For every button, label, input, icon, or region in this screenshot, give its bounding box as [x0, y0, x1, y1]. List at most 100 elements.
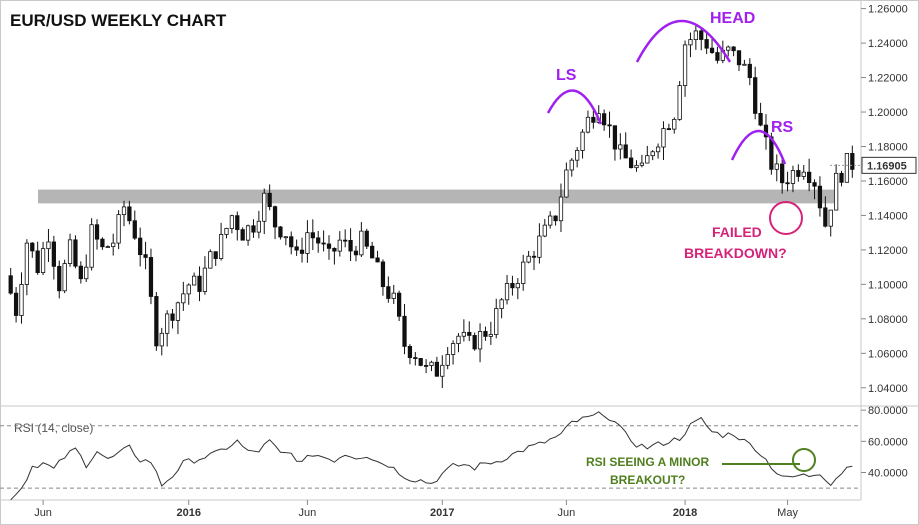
candle-body — [499, 299, 504, 309]
candle-body — [418, 358, 423, 366]
candles — [8, 25, 855, 388]
candle-body — [672, 118, 677, 130]
breakdown-label: BREAKDOWN? — [684, 245, 787, 261]
candle-body — [650, 151, 655, 157]
candle-body — [828, 209, 833, 227]
candle-body — [796, 170, 801, 177]
support-zone — [38, 189, 835, 204]
candle-body — [715, 52, 720, 61]
right-shoulder-arc — [730, 129, 787, 165]
candle-body — [688, 39, 693, 46]
candle-body — [575, 150, 580, 161]
candle-body — [191, 275, 197, 286]
candle-body — [138, 237, 143, 256]
price-tick-label: 1.26000 — [868, 4, 908, 16]
candle-body — [434, 361, 440, 377]
candle-body — [89, 224, 94, 268]
head-arc — [635, 19, 732, 63]
candle-body — [472, 335, 477, 350]
rsi-tick-label: 40.0000 — [868, 467, 908, 479]
candle-body — [618, 144, 623, 150]
candle-body — [763, 124, 769, 138]
candle-body — [758, 112, 763, 126]
candle-body — [542, 224, 547, 237]
candle-body — [537, 235, 542, 258]
candle-body — [213, 251, 218, 259]
candle-body — [850, 153, 855, 170]
candle-body — [73, 239, 78, 267]
candle-body — [121, 206, 127, 216]
candle-body — [585, 116, 591, 133]
candle-body — [343, 239, 348, 242]
candle-body — [316, 237, 321, 244]
candle-body — [628, 157, 634, 169]
candle-body — [154, 296, 159, 347]
candle-body — [477, 331, 483, 350]
candle-body — [111, 242, 116, 248]
candle-body — [67, 239, 73, 264]
candle-body — [127, 206, 132, 222]
candle-body — [218, 234, 224, 259]
candle-body — [413, 357, 418, 359]
candle-body — [494, 308, 499, 335]
candle-body — [181, 293, 186, 304]
time-tick-label: Jun — [557, 507, 575, 519]
candle-body — [24, 242, 30, 285]
left-shoulder-arc — [546, 89, 603, 125]
candle-body — [289, 236, 294, 248]
candle-body — [817, 185, 823, 209]
candle-body — [785, 182, 790, 185]
candle-body — [440, 364, 445, 377]
candle-body — [326, 243, 332, 249]
candle-body — [84, 266, 89, 280]
price-tick-label: 1.16000 — [868, 176, 908, 188]
candle-body — [833, 172, 839, 211]
candle-body — [699, 30, 704, 40]
candle-body — [299, 249, 305, 254]
candle-body — [116, 214, 121, 244]
candle-body — [186, 284, 191, 295]
price-tick-label: 1.20000 — [868, 107, 908, 119]
left-shoulder-label: LS — [556, 67, 577, 84]
candle-body — [780, 163, 785, 184]
price-tick-label: 1.04000 — [868, 383, 908, 395]
candle-body — [693, 30, 698, 41]
candle-body — [548, 215, 553, 226]
price-tick-label: 1.08000 — [868, 314, 908, 326]
rsi-line — [10, 411, 853, 501]
candle-body — [397, 292, 402, 317]
candle-body — [704, 39, 709, 49]
candle-body — [175, 302, 181, 321]
candle-body — [380, 261, 386, 288]
failed-label: FAILED — [712, 224, 762, 240]
time-tick-label: 2017 — [430, 507, 454, 519]
candle-body — [19, 284, 24, 316]
candle-body — [790, 170, 796, 184]
pattern-annotations: LS HEAD RS FAILED BREAKDOWN? — [546, 10, 803, 261]
candle-body — [807, 171, 812, 184]
price-tick-label: 1.24000 — [868, 38, 908, 50]
candle-body — [148, 257, 154, 297]
candle-body — [510, 283, 515, 289]
candle-body — [310, 232, 315, 239]
candle-body — [375, 257, 380, 263]
candle-body — [569, 159, 574, 171]
candle-body — [132, 220, 137, 239]
candle-body — [208, 251, 213, 269]
candle-body — [240, 229, 245, 241]
candle-body — [94, 224, 100, 240]
price-tick-label: 1.10000 — [868, 279, 908, 291]
candle-body — [78, 265, 83, 280]
candle-body — [30, 242, 35, 252]
head-label: HEAD — [710, 10, 755, 27]
candle-body — [726, 46, 731, 51]
candle-body — [456, 335, 461, 344]
candle-body — [812, 182, 817, 187]
candle-body — [202, 267, 208, 292]
candle-body — [364, 230, 369, 247]
candle-body — [105, 246, 110, 249]
candle-body — [467, 331, 472, 336]
candle-body — [504, 283, 510, 301]
